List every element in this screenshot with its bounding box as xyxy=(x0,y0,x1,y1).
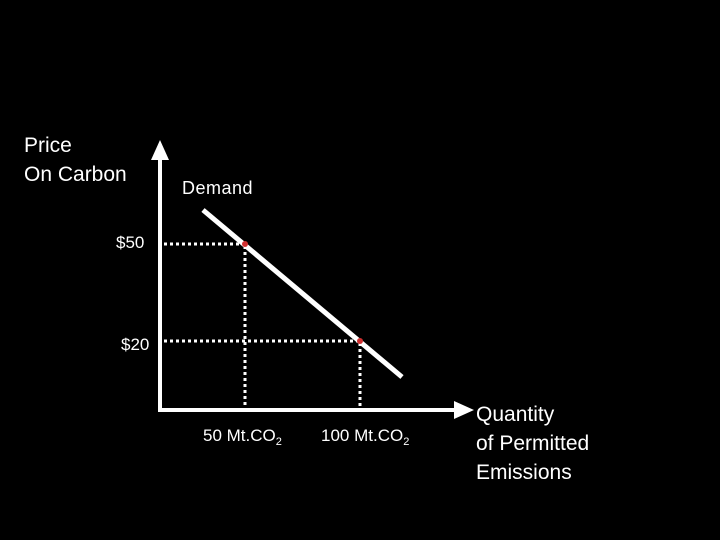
demand-curve xyxy=(201,208,404,379)
x-tick-100: 100 Mt.CO2 xyxy=(321,426,410,448)
y-axis-title-line1: Price xyxy=(24,134,72,157)
x-tick-50-main: 50 Mt.CO xyxy=(203,426,276,445)
y-axis-arrowhead xyxy=(151,140,169,160)
point-marker-50 xyxy=(242,241,248,247)
x-axis-title-line3: Emissions xyxy=(476,461,572,484)
x-axis-arrowhead xyxy=(454,401,474,419)
x-tick-100-main: 100 Mt.CO xyxy=(321,426,404,445)
point-marker-100 xyxy=(357,338,363,344)
y-axis-title: Price On Carbon xyxy=(24,131,127,189)
x-tick-50-subscript: 2 xyxy=(275,436,282,448)
x-axis-title-line2: of Permitted xyxy=(476,432,590,455)
x-axis-title-line1: Quantity xyxy=(476,403,555,426)
y-axis-title-line2: On Carbon xyxy=(24,163,127,186)
demand-label: Demand xyxy=(182,178,254,198)
x-tick-50: 50 Mt.CO2 xyxy=(203,426,282,448)
y-tick-50: $50 xyxy=(116,233,145,252)
x-tick-100-subscript: 2 xyxy=(403,436,410,448)
x-axis-title: Quantity of Permitted Emissions xyxy=(476,400,589,487)
y-tick-20: $20 xyxy=(121,335,150,354)
